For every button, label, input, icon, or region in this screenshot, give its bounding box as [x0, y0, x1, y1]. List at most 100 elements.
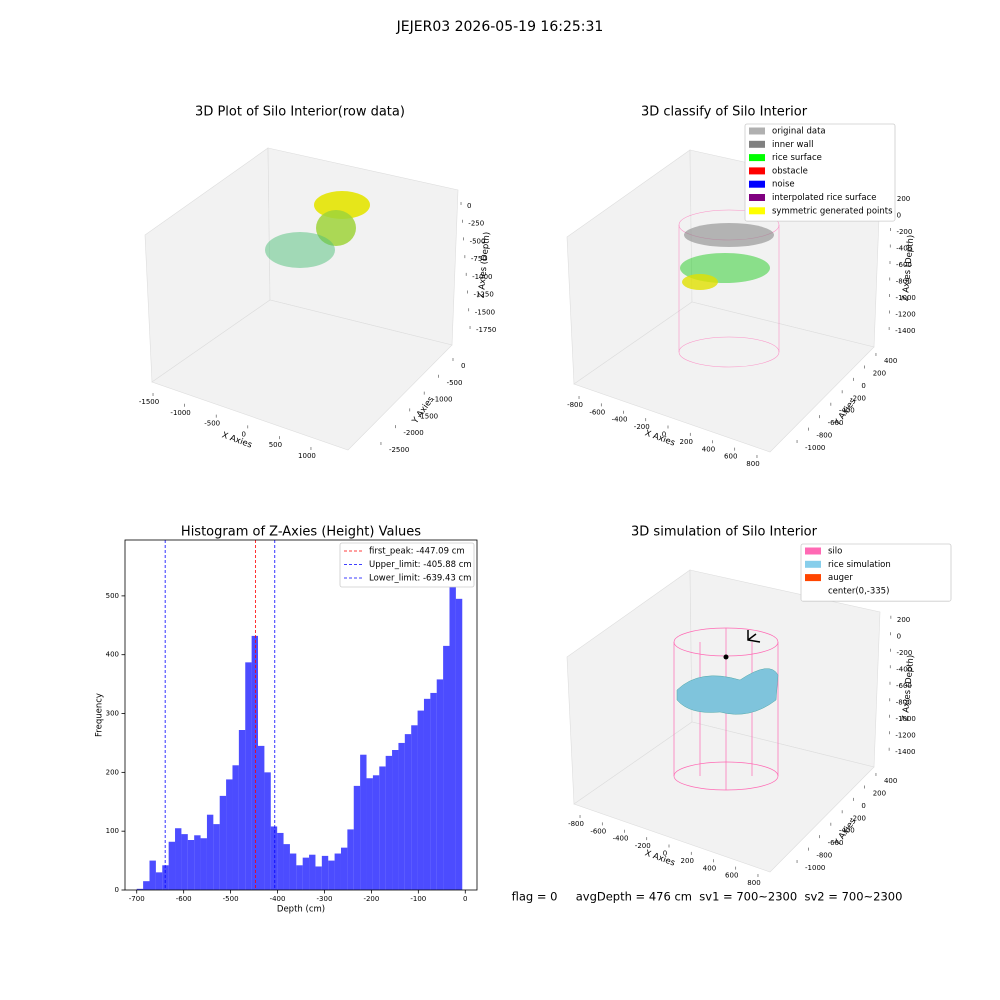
- z-tick-label: -400: [896, 665, 912, 673]
- chart-title: 3D Plot of Silo Interior(row data): [195, 105, 405, 120]
- bar: [455, 598, 463, 890]
- z-tick-label: -1000: [896, 715, 916, 723]
- legend-label: obstacle: [772, 166, 808, 176]
- x-tick-label: 0: [242, 430, 246, 438]
- bar: [219, 795, 227, 890]
- x-tick-label: -100: [410, 895, 426, 903]
- bar: [143, 881, 150, 890]
- legend-swatch: [805, 547, 821, 555]
- z-tick-label: -200: [896, 228, 912, 236]
- y-tick-label: -1500: [418, 412, 438, 420]
- x-tick-label: 1000: [298, 452, 316, 460]
- y-tick-label: 400: [884, 357, 897, 365]
- x-tick-label: -200: [635, 842, 651, 850]
- y-tick-label: 200: [873, 789, 886, 797]
- bar: [194, 835, 201, 890]
- x-tick-label: -600: [590, 827, 606, 835]
- bar: [232, 765, 239, 890]
- chart-title: 3D classify of Silo Interior: [641, 105, 808, 120]
- z-tick-label: -500: [470, 237, 486, 245]
- y-tick-label: -800: [816, 432, 832, 440]
- y-tick-label: 500: [106, 592, 119, 600]
- z-tick-label: -1750: [476, 326, 496, 334]
- x-tick-label: -600: [176, 895, 192, 903]
- x-tick-label: 0: [662, 431, 666, 439]
- z-tick-label: 0: [897, 211, 901, 219]
- z-tick-label: 200: [897, 195, 910, 203]
- bar: [226, 779, 233, 890]
- y-tick-label: 0: [461, 362, 465, 370]
- bar: [264, 772, 271, 890]
- z-tick-label: -1500: [475, 308, 495, 316]
- legend-box: [339, 542, 475, 588]
- x-tick-label: 800: [747, 879, 760, 887]
- bar: [430, 692, 437, 890]
- bar: [443, 645, 450, 890]
- y-tick-label: 400: [884, 777, 897, 785]
- bar: [360, 754, 367, 890]
- bar: [206, 814, 214, 890]
- bar: [155, 872, 163, 890]
- y-tick-label: -1000: [432, 396, 452, 404]
- bar: [136, 888, 144, 890]
- x-tick-label: 800: [746, 460, 759, 468]
- y-tick-label: 0: [861, 802, 865, 810]
- bar: [309, 854, 316, 890]
- axis-pane: [573, 301, 875, 453]
- axis-pane: [573, 721, 875, 873]
- legend-label: first_peak: -447.09 cm: [369, 547, 465, 557]
- z-tick-label: -800: [896, 278, 912, 286]
- bar: [449, 560, 456, 890]
- z-tick-label: -1200: [895, 731, 915, 739]
- x-tick-label: -1000: [170, 409, 190, 417]
- x-tick-label: 600: [725, 872, 738, 880]
- y-tick-label: 200: [873, 369, 886, 377]
- chart-title: 3D simulation of Silo Interior: [631, 525, 818, 540]
- wall-points: [684, 223, 774, 247]
- x-tick-label: -1500: [139, 398, 159, 406]
- axis-pane: [151, 299, 453, 451]
- y-tick-label: -400: [839, 407, 855, 415]
- cloud-blob: [265, 232, 335, 268]
- cloud-blob: [316, 210, 356, 246]
- x-axis-label: Depth (cm): [277, 905, 325, 915]
- x-tick-label: 200: [681, 857, 694, 865]
- bar: [366, 778, 373, 890]
- z-tick-label: -250: [468, 220, 484, 228]
- bar: [411, 725, 418, 890]
- bar: [270, 826, 278, 890]
- y-tick-label: 400: [106, 651, 119, 659]
- bar: [423, 698, 431, 890]
- legend-swatch: [749, 207, 765, 215]
- x-tick-label: -500: [204, 420, 220, 428]
- x-tick-label: -400: [612, 416, 628, 424]
- bar: [181, 834, 188, 890]
- legend-label: inner wall: [772, 140, 813, 150]
- y-tick-label: -600: [828, 839, 844, 847]
- legend-label: silo: [828, 547, 842, 557]
- z-tick-label: -800: [896, 698, 912, 706]
- bar: [296, 865, 303, 890]
- z-tick-label: -1200: [895, 311, 915, 319]
- y-tick-label: -200: [850, 394, 866, 402]
- z-tick-label: 200: [897, 616, 910, 624]
- bar: [168, 841, 176, 890]
- z-tick-label: 0: [897, 632, 901, 640]
- decor: [265, 191, 780, 791]
- z-tick-label: -1400: [895, 748, 915, 756]
- bar: [385, 755, 393, 890]
- status-footer: flag = 0 avgDepth = 476 cm sv1 = 700~230…: [512, 890, 903, 904]
- y-tick-label: -2000: [403, 429, 423, 437]
- z-tick-label: -750: [471, 255, 487, 263]
- bar: [258, 745, 265, 890]
- legend-label: rice surface: [772, 153, 822, 163]
- bar: [200, 838, 207, 890]
- bar: [340, 847, 348, 890]
- x-tick-label: 0: [463, 895, 467, 903]
- bar: [328, 860, 335, 890]
- z-tick-label: -1000: [896, 294, 916, 302]
- bar: [251, 635, 259, 890]
- x-tick-label: 0: [663, 850, 667, 858]
- legend-label: center(0,-335): [828, 586, 889, 596]
- y-tick-label: 0: [115, 886, 119, 894]
